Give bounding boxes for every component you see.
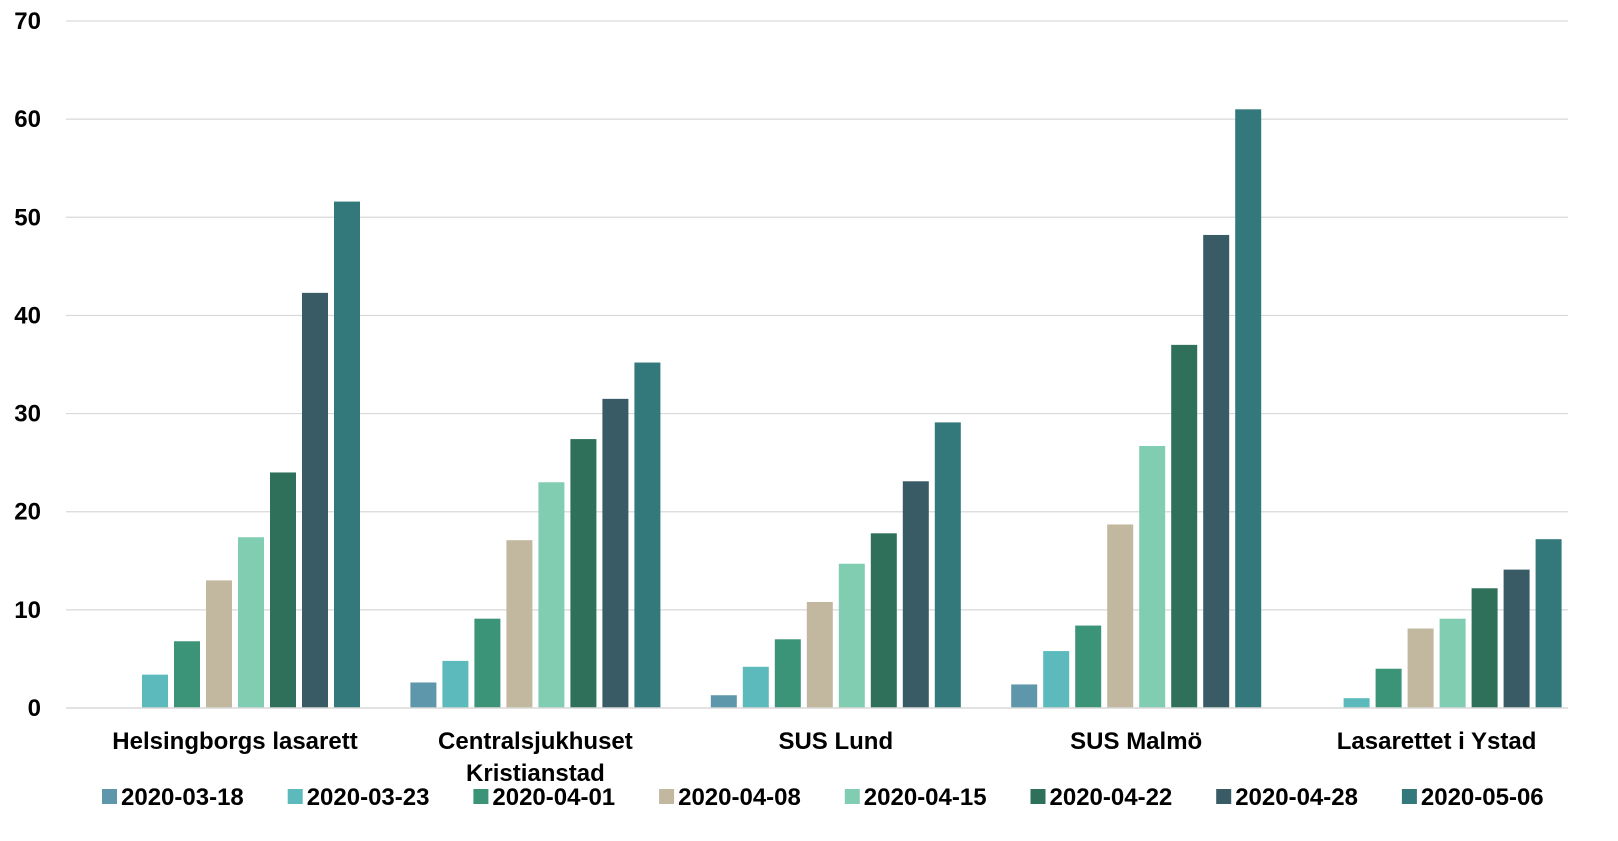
bar-2020-03-18-3 <box>1011 684 1038 708</box>
bar-2020-04-15-0 <box>238 537 264 708</box>
legend-swatch <box>102 789 117 804</box>
bar-2020-05-06-1 <box>634 362 661 708</box>
y-tick-label: 70 <box>14 8 41 35</box>
y-tick-label: 30 <box>14 401 41 428</box>
x-tick-label: Centralsjukhuset Kristianstad <box>438 728 633 787</box>
legend-swatch <box>287 789 303 804</box>
legend-label: 2020-04-28 <box>1235 784 1358 811</box>
bar-2020-04-28-0 <box>302 292 328 708</box>
legend-label: 2020-04-08 <box>678 784 801 811</box>
legend-swatch <box>659 789 675 804</box>
bar-2020-04-01-2 <box>774 639 801 708</box>
bar-2020-03-18-1 <box>410 682 437 708</box>
bar-2020-03-23-0 <box>142 674 168 708</box>
y-tick-label: 40 <box>14 302 41 329</box>
bars <box>142 109 1562 709</box>
bar-2020-05-06-4 <box>1535 539 1562 708</box>
bar-2020-03-18-2 <box>710 695 737 708</box>
legend-label: 2020-04-01 <box>492 784 615 811</box>
legend-swatch <box>1030 789 1046 804</box>
axes: 0 10 20 30 40 50 60 70 Helsingborgs lasarett Cent… <box>14 8 1568 787</box>
bar-2020-04-08-4 <box>1407 628 1434 708</box>
y-tick-label: 20 <box>14 499 41 526</box>
bar-2020-05-06-0 <box>334 201 360 708</box>
y-tick-label: 0 <box>28 695 41 722</box>
bar-2020-04-15-4 <box>1439 618 1466 708</box>
bar-2020-04-15-1 <box>538 482 565 708</box>
y-tick-label: 50 <box>14 204 41 231</box>
bar-2020-04-22-2 <box>870 533 897 708</box>
legend-swatch <box>1216 789 1232 804</box>
bar-2020-04-15-2 <box>838 563 865 708</box>
bar-2020-04-08-1 <box>506 540 533 708</box>
bar-2020-04-08-0 <box>206 580 232 708</box>
x-tick-label: SUS Lund <box>778 728 893 755</box>
bar-2020-03-23-3 <box>1043 651 1070 708</box>
legend-label: 2020-05-06 <box>1421 784 1544 811</box>
legend: 2020-03-18 2020-03-23 2020-04-01 2020-04-08… <box>102 784 1544 811</box>
bar-2020-03-23-1 <box>442 660 469 708</box>
bar-2020-04-22-0 <box>270 472 296 708</box>
bar-2020-04-08-3 <box>1107 524 1134 708</box>
bar-2020-04-28-4 <box>1503 569 1530 708</box>
bar-2020-04-22-4 <box>1471 588 1498 708</box>
bar-2020-03-23-2 <box>742 666 769 708</box>
bar-2020-04-08-2 <box>806 602 833 708</box>
bar-2020-05-06-2 <box>934 422 961 708</box>
y-tick-label: 60 <box>14 106 41 133</box>
legend-label: 2020-03-23 <box>307 784 430 811</box>
y-tick-label: 10 <box>14 597 41 624</box>
bar-2020-04-15-3 <box>1139 445 1166 708</box>
bar-2020-05-06-3 <box>1235 109 1262 709</box>
bar-2020-04-01-0 <box>174 641 200 708</box>
legend-swatch <box>1401 789 1417 804</box>
x-tick-label: Lasarettet i Ystad <box>1337 728 1537 755</box>
legend-swatch <box>473 789 489 804</box>
legend-label: 2020-04-22 <box>1050 784 1173 811</box>
bar-2020-04-01-3 <box>1075 625 1102 708</box>
bar-2020-04-28-1 <box>602 398 629 708</box>
x-tick-label: SUS Malmö <box>1070 728 1202 755</box>
x-tick-label: Helsingborgs lasarett <box>112 728 357 755</box>
bar-2020-04-22-1 <box>570 439 597 708</box>
bar-2020-04-28-2 <box>902 481 929 708</box>
bar-2020-04-01-4 <box>1375 668 1402 708</box>
bar-2020-04-01-1 <box>474 618 501 708</box>
bar-2020-03-23-4 <box>1343 698 1370 708</box>
bar-2020-04-22-3 <box>1171 344 1198 708</box>
legend-label: 2020-03-18 <box>121 784 244 811</box>
legend-label: 2020-04-15 <box>864 784 987 811</box>
legend-swatch <box>844 789 860 804</box>
bar-2020-04-28-3 <box>1203 234 1230 709</box>
